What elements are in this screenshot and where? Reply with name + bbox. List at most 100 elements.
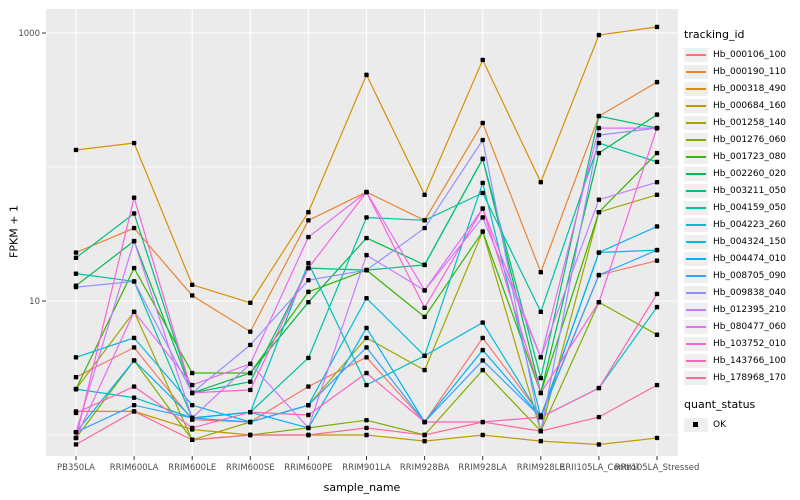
color-line-swatch-icon — [686, 88, 706, 90]
data-point — [73, 250, 79, 255]
y-tick-label: 1000 — [18, 29, 40, 39]
legend-item: Hb_001276_060 — [684, 133, 798, 147]
data-point — [364, 267, 369, 273]
legend-item: Hb_008705_090 — [684, 269, 798, 283]
legend-item: Hb_001258_140 — [684, 116, 798, 130]
data-point — [131, 345, 137, 350]
color-line-swatch-icon — [686, 139, 706, 141]
data-point — [538, 355, 543, 360]
data-point — [190, 437, 195, 443]
data-point — [190, 402, 195, 408]
data-point — [306, 425, 311, 431]
legend-color-key — [684, 167, 708, 181]
legend-item-label: Hb_000318_490 — [713, 84, 787, 94]
color-line-swatch-icon — [686, 343, 706, 345]
legend-item-label: Hb_008705_090 — [713, 271, 787, 281]
data-point — [480, 320, 485, 325]
legend-color-key — [684, 150, 708, 164]
data-point — [73, 271, 79, 276]
data-point — [422, 438, 427, 444]
legend-item-label: Hb_012395_210 — [713, 305, 787, 315]
data-point — [480, 137, 485, 143]
color-line-swatch-icon — [686, 360, 706, 362]
legend-item-label: Hb_001276_060 — [713, 135, 787, 145]
data-point — [654, 159, 660, 165]
legend-item: Hb_002260_020 — [684, 167, 798, 181]
data-point — [480, 190, 485, 196]
legend-item-label: Hb_004324_150 — [713, 237, 787, 247]
data-point — [306, 432, 311, 438]
data-point — [480, 229, 485, 234]
data-point — [73, 284, 79, 290]
legend-item-label: Hb_103752_010 — [713, 339, 787, 349]
x-tick-label: RRIM928LE — [517, 463, 565, 473]
data-point — [364, 325, 369, 331]
legend-color-key — [684, 320, 708, 334]
data-point — [422, 419, 427, 425]
data-point — [131, 358, 137, 363]
data-point — [73, 374, 79, 380]
legend-color-key — [684, 133, 708, 147]
legend-item-label: Hb_009838_040 — [713, 288, 787, 298]
legend-color-key — [684, 184, 708, 198]
data-point — [596, 197, 602, 202]
data-point — [422, 432, 427, 438]
legend-item-label: Hb_002260_020 — [713, 169, 787, 179]
legend-color-key — [684, 252, 708, 266]
color-line-swatch-icon — [686, 156, 706, 158]
x-axis-title: sample_name — [323, 481, 401, 494]
data-point — [596, 32, 602, 38]
color-line-swatch-icon — [686, 224, 706, 226]
legend-color-items: Hb_000106_100 Hb_000190_110 Hb_000318_490 H… — [684, 48, 798, 385]
x-tick-label: RRIM901LA — [342, 463, 391, 473]
data-point — [654, 79, 660, 85]
data-point — [248, 361, 253, 366]
legend-color-key — [684, 82, 708, 96]
color-line-swatch-icon — [686, 241, 706, 243]
data-point — [131, 195, 137, 200]
x-tick-label: RRIM928LA — [458, 463, 507, 473]
legend-item: Hb_004223_260 — [684, 218, 798, 232]
data-point — [654, 258, 660, 263]
legend-item-label: Hb_004159_050 — [713, 203, 787, 213]
black-square-point-icon — [693, 422, 698, 427]
data-point — [248, 419, 253, 425]
data-point — [654, 382, 660, 388]
data-point — [364, 252, 369, 258]
data-point — [538, 180, 543, 185]
data-point — [596, 299, 602, 305]
data-point — [654, 192, 660, 198]
data-point — [248, 370, 253, 376]
ok-point-key — [684, 418, 708, 432]
data-point — [306, 265, 311, 271]
data-point — [654, 435, 660, 441]
data-point — [73, 429, 79, 435]
legend-item: Hb_080477_060 — [684, 320, 798, 334]
color-line-swatch-icon — [686, 190, 706, 192]
legend-item-label: Hb_000684_160 — [713, 101, 787, 111]
x-tick-label: RRII105LA_Stressed — [615, 463, 700, 473]
data-point — [73, 386, 79, 392]
data-point — [596, 385, 602, 391]
data-point — [596, 150, 602, 156]
x-tick-label: RRIM600LA — [110, 463, 159, 473]
data-point — [190, 282, 195, 288]
legend-item-ok: OK — [684, 418, 798, 432]
x-tick-label: RRII105LA_Control — [560, 463, 639, 473]
data-point — [306, 218, 311, 223]
data-point — [654, 112, 660, 117]
data-point — [73, 435, 79, 441]
x-tick-label: RRIM928BA — [400, 463, 450, 473]
color-line-swatch-icon — [686, 275, 706, 277]
data-point — [131, 309, 137, 315]
color-line-swatch-icon — [686, 258, 706, 260]
data-point — [131, 279, 137, 284]
legend-item: Hb_001723_080 — [684, 150, 798, 164]
data-point — [422, 288, 427, 293]
legend-item: Hb_143766_100 — [684, 354, 798, 368]
data-point — [480, 419, 485, 425]
data-point — [306, 402, 311, 408]
data-point — [596, 272, 602, 278]
data-point — [538, 375, 543, 381]
